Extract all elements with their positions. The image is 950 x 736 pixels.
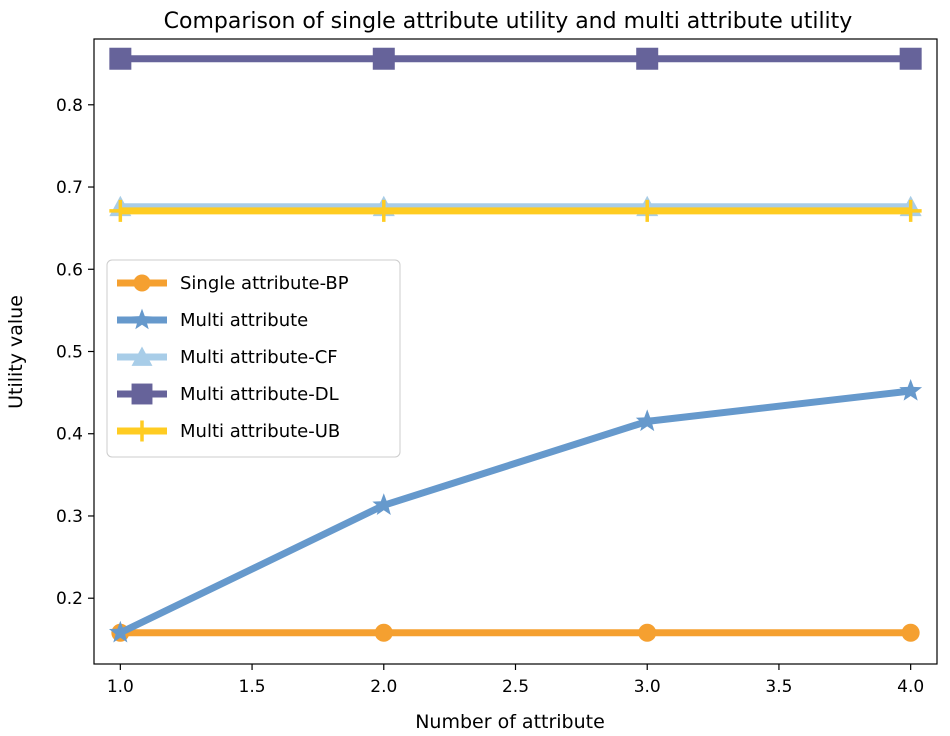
legend-item: Multi attribute-CF <box>117 346 338 368</box>
y-axis-label: Utility value <box>5 295 27 409</box>
plot-area <box>108 47 923 643</box>
y-tick-label: 0.8 <box>56 96 83 116</box>
data-point <box>635 409 659 432</box>
data-point <box>899 47 922 70</box>
legend-label: Multi attribute-DL <box>180 384 339 405</box>
series-1 <box>108 378 923 643</box>
x-tick-label: 3.5 <box>765 677 792 697</box>
legend-marker <box>131 383 153 405</box>
data-point <box>109 47 132 70</box>
y-tick-label: 0.6 <box>56 260 83 280</box>
y-tick-label: 0.5 <box>56 343 83 363</box>
legend-marker <box>131 420 153 442</box>
chart-title: Comparison of single attribute utility a… <box>164 9 853 34</box>
data-point <box>638 623 657 642</box>
y-tick-label: 0.3 <box>56 507 83 527</box>
legend-marker <box>133 274 151 292</box>
series-4 <box>109 199 922 222</box>
data-point <box>372 199 395 222</box>
data-point <box>636 47 659 70</box>
x-tick-label: 4.0 <box>897 677 924 697</box>
data-point <box>636 199 659 222</box>
y-tick-label: 0.4 <box>56 425 83 445</box>
legend-label: Multi attribute-UB <box>180 421 340 442</box>
legend-item: Multi attribute-UB <box>117 420 340 442</box>
legend-box <box>106 259 401 458</box>
data-point <box>901 623 920 642</box>
x-axis: 1.0 1.5 2.0 2.5 3.0 3.5 4.0 <box>107 664 924 697</box>
legend-item: Single attribute-BP <box>117 273 349 294</box>
x-tick-label: 2.0 <box>370 677 397 697</box>
data-point <box>899 378 923 401</box>
y-tick-label: 0.2 <box>56 589 83 609</box>
y-tick-label: 0.7 <box>56 178 83 198</box>
data-point <box>108 620 132 643</box>
data-point <box>109 199 132 222</box>
legend-label: Multi attribute <box>180 310 308 331</box>
data-point <box>372 47 395 70</box>
legend-marker <box>131 346 153 366</box>
legend: Single attribute-BP Multi attribute Multi … <box>106 259 401 458</box>
y-axis: 0.2 0.3 0.4 0.5 0.6 0.7 0.8 <box>56 96 94 609</box>
x-tick-label: 1.0 <box>107 677 134 697</box>
series-0 <box>111 623 920 642</box>
data-point <box>899 199 922 222</box>
series-line <box>118 387 912 636</box>
x-axis-label: Number of attribute <box>415 711 605 733</box>
x-tick-label: 2.5 <box>502 677 529 697</box>
legend-label: Multi attribute-CF <box>180 347 338 368</box>
data-point <box>372 493 396 515</box>
legend-marker <box>131 308 153 330</box>
legend-item: Multi attribute <box>117 308 308 331</box>
x-tick-label: 1.5 <box>239 677 266 697</box>
legend-item: Multi attribute-DL <box>117 383 339 405</box>
data-point <box>374 623 393 642</box>
series-3 <box>109 47 922 70</box>
legend-label: Single attribute-BP <box>180 273 349 294</box>
x-tick-label: 3.0 <box>634 677 661 697</box>
